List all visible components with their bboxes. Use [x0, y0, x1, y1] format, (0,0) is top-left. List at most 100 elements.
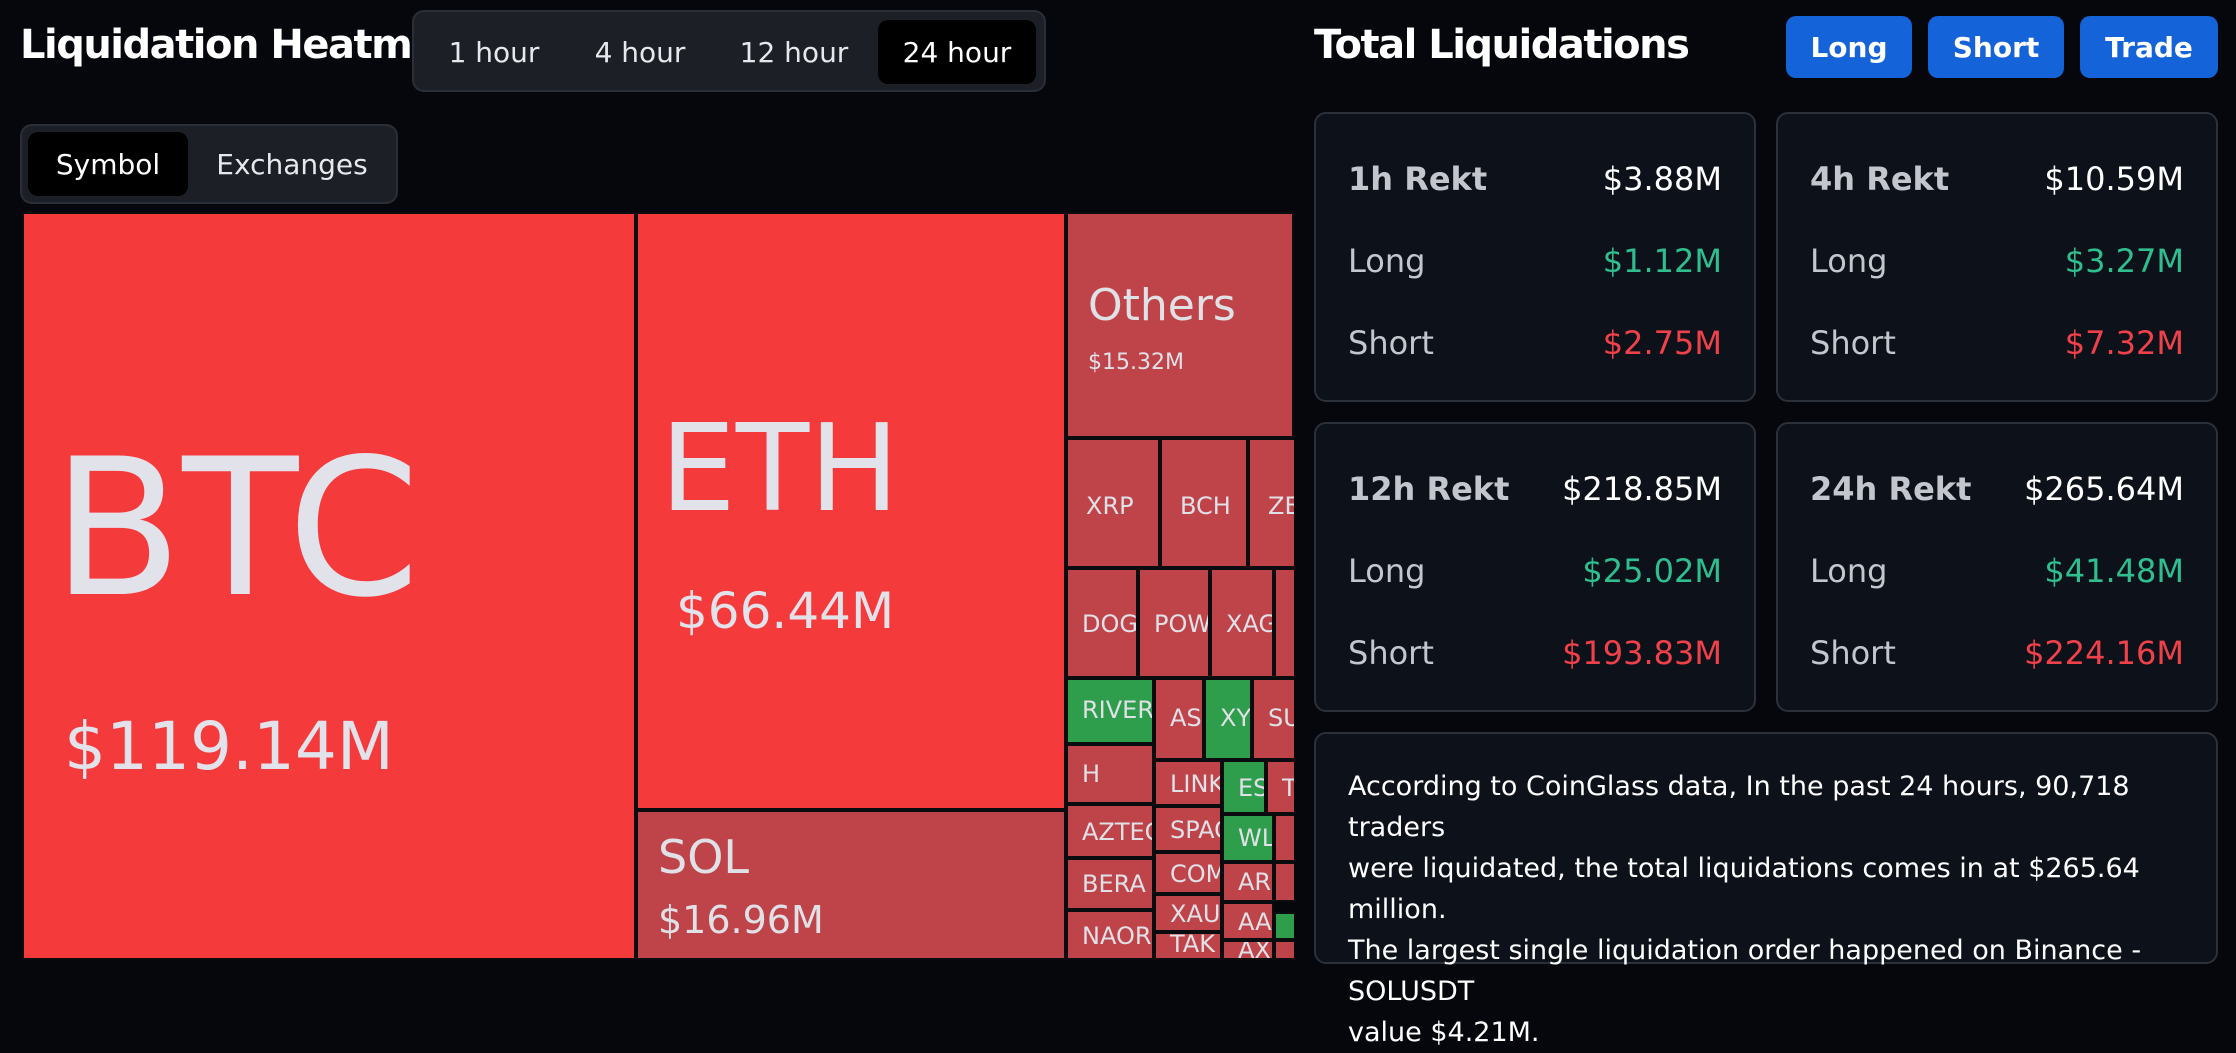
tile-label: AZTEC — [1082, 818, 1154, 846]
tile-ze[interactable]: ZE — [1248, 438, 1294, 568]
tile-label: XAU — [1170, 900, 1221, 928]
tile-aa[interactable]: AA — [1222, 902, 1274, 940]
short-value: $193.83M — [1562, 634, 1722, 672]
liquidation-treemap: BTC $119.14M ETH $66.44M SOL $16.96M Oth… — [22, 212, 1294, 960]
tile-misc-3[interactable] — [1274, 862, 1294, 902]
tile-label: WL — [1238, 824, 1274, 852]
tile-label: AX — [1238, 940, 1271, 960]
card-label: 4h Rekt — [1810, 160, 1950, 198]
tile-misc-1[interactable] — [1274, 568, 1294, 678]
tile-misc-4[interactable] — [1274, 940, 1294, 960]
tile-ar[interactable]: AR — [1222, 862, 1274, 902]
tile-sol[interactable]: SOL $16.96M — [636, 810, 1066, 960]
tile-label: DOG — [1082, 610, 1138, 638]
tile-label: SU — [1268, 704, 1294, 732]
tile-label: H — [1082, 760, 1101, 788]
tab-symbol[interactable]: Symbol — [28, 132, 188, 196]
tile-spac[interactable]: SPAC — [1154, 806, 1222, 852]
tile-others[interactable]: Others $15.32M — [1066, 212, 1294, 438]
summary-line: According to CoinGlass data, In the past… — [1348, 771, 2130, 843]
tile-label: AR — [1238, 868, 1272, 896]
trade-button[interactable]: Trade — [2080, 16, 2218, 78]
tile-tak[interactable]: TAK — [1154, 932, 1222, 960]
totals-title: Total Liquidations — [1314, 22, 1690, 68]
short-button[interactable]: Short — [1928, 16, 2064, 78]
summary-text: According to CoinGlass data, In the past… — [1348, 766, 2198, 1053]
tab-1-hour[interactable]: 1 hour — [448, 35, 540, 69]
tile-label: AA — [1238, 908, 1272, 936]
tile-wl[interactable]: WL — [1222, 814, 1274, 862]
short-label: Short — [1348, 324, 1434, 362]
short-label: Short — [1810, 634, 1896, 672]
tile-xy[interactable]: XY — [1204, 678, 1252, 760]
long-value: $41.48M — [2044, 552, 2184, 590]
tile-naor[interactable]: NAOR — [1066, 910, 1154, 960]
long-button[interactable]: Long — [1786, 16, 1912, 78]
tile-t[interactable]: T — [1266, 760, 1294, 814]
tile-label: XAG — [1226, 610, 1274, 638]
tile-label: COM — [1170, 860, 1222, 888]
tile-bch[interactable]: BCH — [1160, 438, 1248, 568]
tile-pow[interactable]: POW — [1138, 568, 1210, 678]
tile-label: TAK — [1170, 932, 1215, 958]
tab-4-hour[interactable]: 4 hour — [594, 35, 686, 69]
sol-symbol: SOL — [658, 830, 750, 884]
tile-xrp[interactable]: XRP — [1066, 438, 1160, 568]
others-symbol: Others — [1088, 280, 1236, 331]
tile-label: T — [1268, 774, 1294, 802]
card-total: $265.64M — [2024, 470, 2184, 508]
tile-as[interactable]: AS — [1154, 678, 1204, 760]
short-value: $2.75M — [1602, 324, 1722, 362]
long-value: $1.12M — [1602, 242, 1722, 280]
tile-h[interactable]: H — [1066, 744, 1154, 804]
tile-aztec[interactable]: AZTEC — [1066, 804, 1154, 858]
long-label: Long — [1348, 552, 1426, 590]
tile-com[interactable]: COM — [1154, 852, 1222, 894]
card-label: 1h Rekt — [1348, 160, 1488, 198]
long-label: Long — [1810, 242, 1888, 280]
short-label: Short — [1348, 634, 1434, 672]
short-value: $224.16M — [2024, 634, 2184, 672]
tile-label: BERA — [1082, 870, 1146, 898]
card-total: $218.85M — [1562, 470, 1722, 508]
rekt-card-12h: 12h Rekt $218.85M Long $25.02M Short $193.8… — [1314, 422, 1756, 712]
tile-eth[interactable]: ETH $66.44M — [636, 212, 1066, 810]
rekt-card-24h: 24h Rekt $265.64M Long $41.48M Short $224.1… — [1776, 422, 2218, 712]
heatmap-title: Liquidation Heatmap — [20, 22, 465, 68]
tile-es[interactable]: ES — [1222, 760, 1266, 814]
tile-label: XRP — [1086, 492, 1134, 520]
tile-misc-2[interactable] — [1274, 814, 1294, 862]
tab-12-hour[interactable]: 12 hour — [739, 35, 849, 69]
tile-label: ZE — [1268, 492, 1294, 520]
summary-line: The largest single liquidation order hap… — [1348, 935, 2142, 1007]
tile-label: BCH — [1180, 492, 1231, 520]
long-value: $3.27M — [2064, 242, 2184, 280]
tile-ax[interactable]: AX — [1222, 940, 1274, 960]
btc-value: $119.14M — [64, 708, 394, 785]
tile-link[interactable]: LINK — [1154, 760, 1222, 806]
tile-label: POW — [1154, 610, 1210, 638]
eth-symbol: ETH — [660, 400, 900, 539]
tab-24-hour[interactable]: 24 hour — [878, 20, 1036, 84]
card-total: $10.59M — [2044, 160, 2184, 198]
tile-river[interactable]: RIVER — [1066, 678, 1154, 744]
tile-label: SPAC — [1170, 816, 1220, 844]
summary-line: value $4.21M. — [1348, 1017, 1540, 1048]
liquidation-summary: According to CoinGlass data, In the past… — [1314, 732, 2218, 1048]
tile-bera[interactable]: BERA — [1066, 858, 1154, 910]
tile-label: AS — [1170, 704, 1202, 732]
tile-xau[interactable]: XAU — [1154, 894, 1222, 932]
tab-exchanges[interactable]: Exchanges — [216, 147, 368, 181]
eth-value: $66.44M — [676, 582, 895, 640]
tile-xag[interactable]: XAG — [1210, 568, 1274, 678]
tile-label: ES — [1238, 774, 1266, 802]
tile-su[interactable]: SU — [1252, 678, 1294, 760]
tile-btc[interactable]: BTC $119.14M — [22, 212, 636, 960]
tile-label: NAOR — [1082, 922, 1152, 950]
tile-label: RIVER — [1082, 696, 1154, 724]
tile-dog[interactable]: DOG — [1066, 568, 1138, 678]
tile-misc-green[interactable] — [1274, 912, 1294, 940]
tile-label: LINK — [1170, 770, 1222, 798]
long-label: Long — [1810, 552, 1888, 590]
rekt-card-4h: 4h Rekt $10.59M Long $3.27M Short $7.32M — [1776, 112, 2218, 402]
